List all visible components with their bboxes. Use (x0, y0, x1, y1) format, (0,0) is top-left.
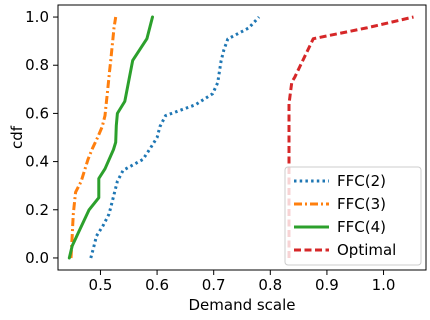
series-line-optimal (287, 15, 414, 258)
y-tick-label: 0.4 (25, 153, 49, 171)
plot-lines (67, 15, 414, 260)
x-tick-label: 1.0 (372, 276, 396, 294)
legend-box (284, 166, 422, 266)
x-tick-label: 0.9 (315, 276, 339, 294)
y-tick-label: 1.0 (25, 8, 49, 26)
series-line-ffc-3 (69, 16, 118, 259)
x-tick-label: 0.7 (202, 276, 226, 294)
legend: FFC(2) FFC(3) FFC(4) Optimal (284, 166, 422, 266)
plot-frame (57, 4, 427, 271)
x-tick-label: 0.8 (258, 276, 282, 294)
y-tick-label: 0.8 (25, 56, 49, 74)
x-tick-label: 0.5 (89, 276, 113, 294)
legend-label: FFC(3) (337, 195, 386, 213)
y-axis-label: cdf (8, 125, 26, 149)
x-axis-ticks: 0.5 0.6 0.7 0.8 0.9 1.0 (89, 270, 396, 294)
series-line-ffc-2 (89, 15, 261, 259)
series-line-ffc-4 (67, 15, 154, 260)
y-tick-label: 0.0 (25, 249, 49, 267)
legend-label: FFC(2) (337, 172, 386, 190)
y-axis-ticks: 0.0 0.2 0.4 0.6 0.8 1.0 (25, 8, 58, 267)
x-tick-label: 0.6 (145, 276, 169, 294)
x-axis-label: Demand scale (188, 296, 295, 314)
legend-label: Optimal (337, 241, 396, 259)
legend-label: FFC(4) (337, 218, 386, 236)
y-tick-label: 0.6 (25, 104, 49, 122)
y-tick-label: 0.2 (25, 201, 49, 219)
